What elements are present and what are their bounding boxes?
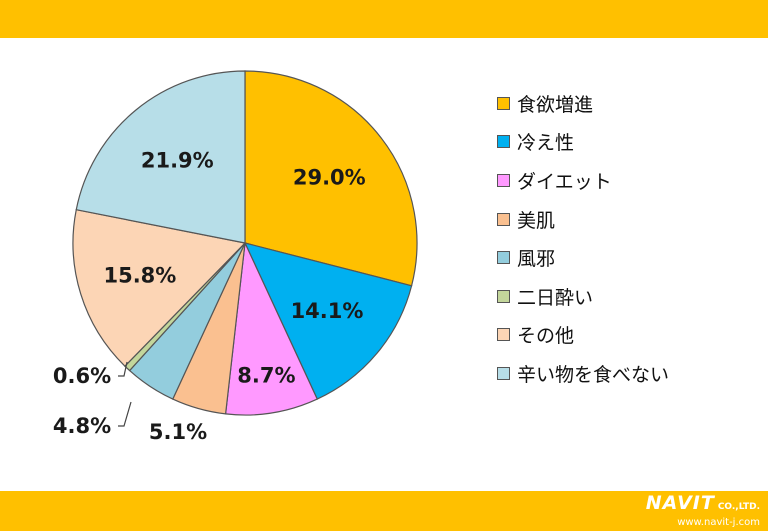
- pie-slice: [75, 70, 246, 244]
- slice-data-label: 5.1%: [149, 420, 207, 444]
- legend-label: 風邪: [517, 248, 556, 271]
- slice-data-label: 14.1%: [291, 299, 364, 323]
- legend-item: 辛い物を食べない: [497, 354, 669, 393]
- leader-line: [118, 401, 132, 427]
- legend-swatch: [497, 173, 510, 187]
- legend-swatch: [497, 212, 510, 226]
- legend-item: ダイエット: [497, 161, 669, 200]
- slice-data-label: 8.7%: [237, 363, 295, 387]
- chart-legend: 食欲増進 冷え性 ダイエット 美肌 風邪 二日酔い その他 辛い物を食べない: [497, 84, 669, 393]
- legend-item: 食欲増進: [497, 84, 669, 123]
- legend-item: 二日酔い: [497, 277, 669, 316]
- pie-slice: [224, 240, 319, 416]
- logo-url: www.navit-j.com: [677, 517, 760, 528]
- legend-label: ダイエット: [517, 170, 612, 193]
- legend-label: 食欲増進: [517, 93, 594, 116]
- legend-label: 冷え性: [517, 132, 575, 155]
- legend-item: 美肌: [497, 200, 669, 239]
- bottom-banner: [0, 491, 768, 531]
- legend-swatch: [497, 96, 510, 110]
- legend-swatch: [497, 289, 510, 303]
- slice-data-label: 4.8%: [53, 414, 111, 438]
- legend-swatch: [497, 366, 510, 380]
- legend-label: その他: [517, 325, 575, 348]
- slice-data-label: 29.0%: [293, 166, 366, 190]
- company-logo: NAVIT CO.,LTD. www.navit-j.com: [646, 493, 760, 529]
- slice-data-label: 0.6%: [53, 364, 111, 388]
- leader-line: [118, 361, 128, 377]
- slice-data-label: 15.8%: [103, 264, 176, 288]
- legend-swatch: [497, 135, 510, 149]
- pie-slice: [72, 209, 247, 367]
- legend-label: 美肌: [517, 209, 556, 232]
- legend-item: その他: [497, 316, 669, 355]
- logo-suffix: CO.,LTD.: [717, 502, 760, 512]
- legend-swatch: [497, 328, 510, 342]
- legend-label: 辛い物を食べない: [517, 363, 670, 386]
- pie-slice: [243, 242, 413, 400]
- pie-slice: [244, 70, 418, 287]
- top-banner: [0, 0, 768, 38]
- slice-data-label: 21.9%: [141, 149, 214, 173]
- legend-item: 冷え性: [497, 123, 669, 162]
- legend-label: 二日酔い: [517, 286, 594, 309]
- legend-swatch: [497, 251, 510, 265]
- logo-name: NAVIT: [645, 492, 715, 514]
- legend-item: 風邪: [497, 238, 669, 277]
